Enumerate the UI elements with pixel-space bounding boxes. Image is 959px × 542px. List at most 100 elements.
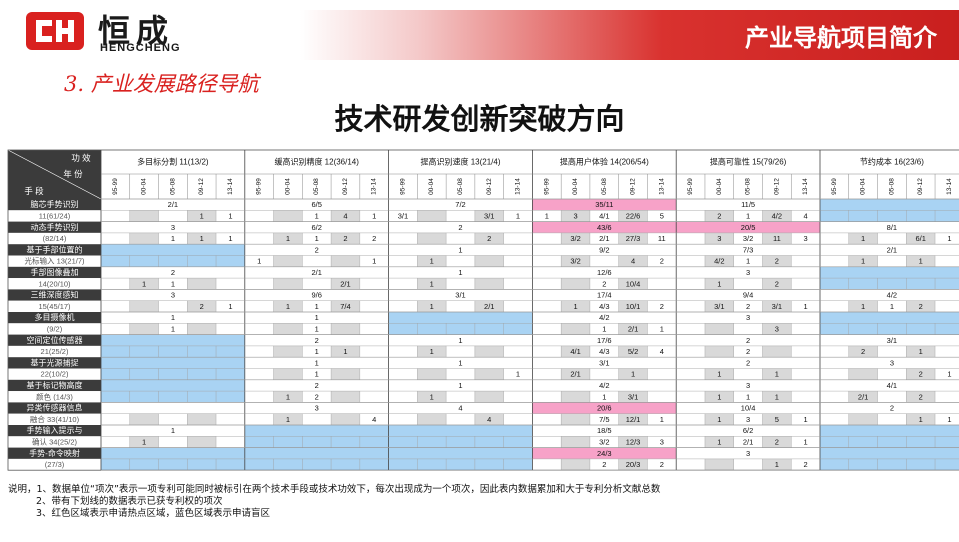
- cell-value: 1: [372, 211, 376, 220]
- year-cell: [532, 300, 562, 312]
- year-cell: [417, 436, 447, 448]
- cell-value: 2: [200, 302, 204, 311]
- cell-value: 3: [746, 415, 750, 424]
- total-value: 2: [890, 404, 894, 413]
- section-title: 3. 产业发展路径导航: [64, 72, 259, 96]
- cell-value: 4/1: [570, 347, 580, 356]
- total-cell: [101, 244, 245, 256]
- year-cell: [676, 368, 705, 380]
- year-tick-label: 09-12: [630, 178, 637, 195]
- year-cell: [906, 458, 936, 471]
- year-cell: [733, 323, 763, 335]
- cell-value: 1: [286, 392, 290, 401]
- year-cell: [532, 232, 562, 245]
- year-cell: [791, 368, 820, 380]
- cell-value: 1: [890, 302, 894, 311]
- year-cell: [302, 232, 332, 245]
- year-cell: [446, 323, 475, 335]
- year-cell: [848, 368, 878, 380]
- cell-value: 1: [171, 279, 175, 288]
- cell-value: 1: [746, 257, 750, 266]
- row-label: 手部图像叠加: [31, 267, 79, 277]
- cell-value: 3/1: [628, 392, 638, 401]
- year-cell: [935, 436, 959, 448]
- year-cell: [273, 436, 303, 448]
- year-cell: [388, 391, 418, 403]
- year-cell: [158, 255, 188, 267]
- year-cell: [877, 368, 907, 380]
- row-label-bg: [8, 402, 101, 414]
- year-cell: [589, 413, 619, 425]
- year-cell: [417, 323, 447, 335]
- header-title: 产业导航项目简介: [745, 24, 937, 52]
- year-cell: [791, 391, 820, 403]
- cell-value: 1: [717, 279, 721, 288]
- year-cell: [589, 210, 619, 222]
- total-cell: [676, 266, 820, 279]
- total-cell: [532, 312, 677, 324]
- year-cell: [331, 232, 360, 245]
- efficacy-header: 节约成本 16(23/6): [860, 157, 924, 167]
- year-cell: [244, 323, 274, 335]
- total-value: 4/1: [887, 381, 897, 390]
- cell-value: 3: [573, 211, 577, 220]
- year-tick-label: 95-99: [399, 178, 406, 195]
- total-cell: [101, 425, 245, 437]
- cell-value: 11: [773, 234, 781, 243]
- year-cell: [762, 210, 792, 222]
- row-label: 基于标记物高度: [27, 380, 83, 390]
- year-cell: [187, 391, 217, 403]
- year-cell: [589, 232, 619, 245]
- cell-value: 1: [343, 347, 347, 356]
- cell-value: 2: [660, 257, 664, 266]
- year-cell: [820, 458, 849, 471]
- total-cell: [532, 289, 677, 301]
- total-value: 2: [315, 381, 319, 390]
- year-cell: [704, 323, 734, 335]
- corner-year-label: 年 份: [63, 169, 83, 179]
- row-sublabel: 11(61/24): [39, 211, 71, 220]
- year-cell: [244, 210, 274, 222]
- year-cell: [446, 232, 475, 245]
- year-cell: [474, 413, 504, 425]
- cell-value: 3/1: [484, 211, 494, 220]
- year-cell: [877, 323, 907, 335]
- year-cell: [704, 210, 734, 222]
- year-cell: [129, 255, 159, 267]
- total-cell: [820, 379, 959, 392]
- year-cell: [618, 278, 648, 290]
- total-value: 1: [171, 313, 175, 322]
- year-cell: [273, 345, 303, 358]
- row-sublabel: 光标输入 13(21/7): [24, 256, 85, 266]
- total-cell: [532, 357, 677, 369]
- cell-value: 2: [775, 257, 779, 266]
- total-value: 6/2: [311, 223, 321, 232]
- total-cell: [532, 425, 677, 437]
- total-cell: [244, 402, 389, 414]
- year-cell: [388, 368, 418, 380]
- row-label-bg: [8, 368, 101, 380]
- year-cell: [359, 210, 389, 222]
- total-value: 35/11: [595, 200, 613, 209]
- total-cell: [244, 425, 389, 437]
- cell-value: 2: [717, 211, 721, 220]
- year-tick-label: 13-14: [802, 178, 809, 195]
- year-cell: [762, 413, 792, 425]
- year-cell: [676, 436, 705, 448]
- cell-value: 1: [228, 302, 232, 311]
- year-cell: [733, 255, 763, 267]
- year-cell: [762, 300, 792, 312]
- year-cell: [704, 368, 734, 380]
- year-cell: [906, 345, 936, 358]
- year-cell: [647, 210, 677, 222]
- total-cell: [676, 289, 820, 301]
- total-cell: [820, 199, 959, 211]
- year-cell: [791, 323, 820, 335]
- year-cell: [331, 391, 360, 403]
- year-cell: [820, 345, 849, 358]
- year-cell: [561, 413, 590, 425]
- cell-value: 7/5: [599, 415, 609, 424]
- year-cell: [302, 345, 332, 358]
- total-cell: [101, 221, 245, 233]
- year-cell: [388, 413, 418, 425]
